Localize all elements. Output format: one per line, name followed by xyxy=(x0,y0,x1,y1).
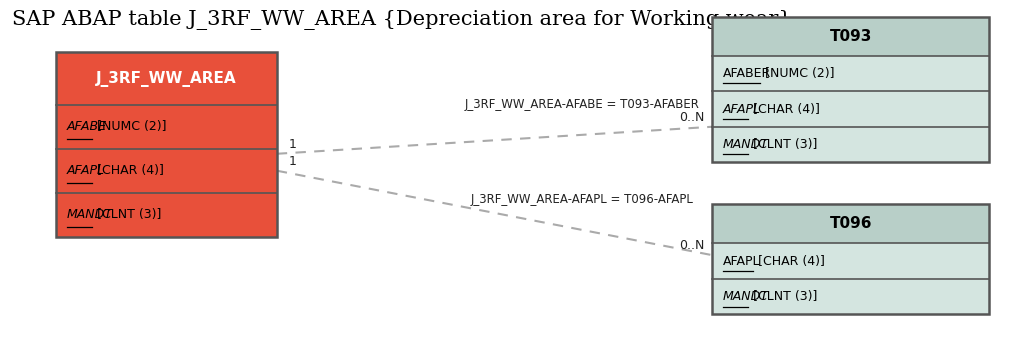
Text: [CLNT (3)]: [CLNT (3)] xyxy=(749,290,818,303)
Text: MANDT: MANDT xyxy=(67,208,113,221)
Text: 0..N: 0..N xyxy=(679,240,704,252)
Bar xyxy=(712,204,989,314)
Bar xyxy=(712,204,989,243)
Text: 0..N: 0..N xyxy=(679,111,704,124)
Text: J_3RF_WW_AREA: J_3RF_WW_AREA xyxy=(96,71,237,87)
Bar xyxy=(56,105,277,149)
Bar xyxy=(712,91,989,127)
Text: SAP ABAP table J_3RF_WW_AREA {Depreciation area for Working wear}: SAP ABAP table J_3RF_WW_AREA {Depreciati… xyxy=(12,10,792,30)
Text: T093: T093 xyxy=(829,29,872,44)
Text: [CHAR (4)]: [CHAR (4)] xyxy=(749,102,820,116)
Bar xyxy=(712,17,989,162)
Text: 1: 1 xyxy=(289,155,297,168)
Text: [CLNT (3)]: [CLNT (3)] xyxy=(749,138,818,151)
Bar xyxy=(712,127,989,162)
Text: AFAPL: AFAPL xyxy=(723,255,761,268)
Text: J_3RF_WW_AREA-AFAPL = T096-AFAPL: J_3RF_WW_AREA-AFAPL = T096-AFAPL xyxy=(470,193,693,206)
Bar xyxy=(56,193,277,237)
Bar xyxy=(56,52,277,237)
Text: [CHAR (4)]: [CHAR (4)] xyxy=(754,255,825,268)
Text: [NUMC (2)]: [NUMC (2)] xyxy=(761,67,834,80)
Bar xyxy=(712,56,989,91)
Text: [NUMC (2)]: [NUMC (2)] xyxy=(93,120,167,133)
Text: [CHAR (4)]: [CHAR (4)] xyxy=(93,164,164,177)
Text: T096: T096 xyxy=(829,216,872,232)
Bar xyxy=(56,52,277,105)
Text: 1: 1 xyxy=(289,138,297,151)
Text: [CLNT (3)]: [CLNT (3)] xyxy=(93,208,162,221)
Text: AFABER: AFABER xyxy=(723,67,771,80)
Text: J_3RF_WW_AREA-AFABE = T093-AFABER: J_3RF_WW_AREA-AFABE = T093-AFABER xyxy=(464,98,699,111)
Bar xyxy=(712,17,989,56)
Text: AFABE: AFABE xyxy=(67,120,107,133)
Text: MANDT: MANDT xyxy=(723,138,769,151)
Bar xyxy=(56,149,277,193)
Text: MANDT: MANDT xyxy=(723,290,769,303)
Text: AFAPL: AFAPL xyxy=(67,164,105,177)
Bar xyxy=(712,279,989,314)
Bar xyxy=(712,243,989,279)
Text: AFAPL: AFAPL xyxy=(723,102,761,116)
